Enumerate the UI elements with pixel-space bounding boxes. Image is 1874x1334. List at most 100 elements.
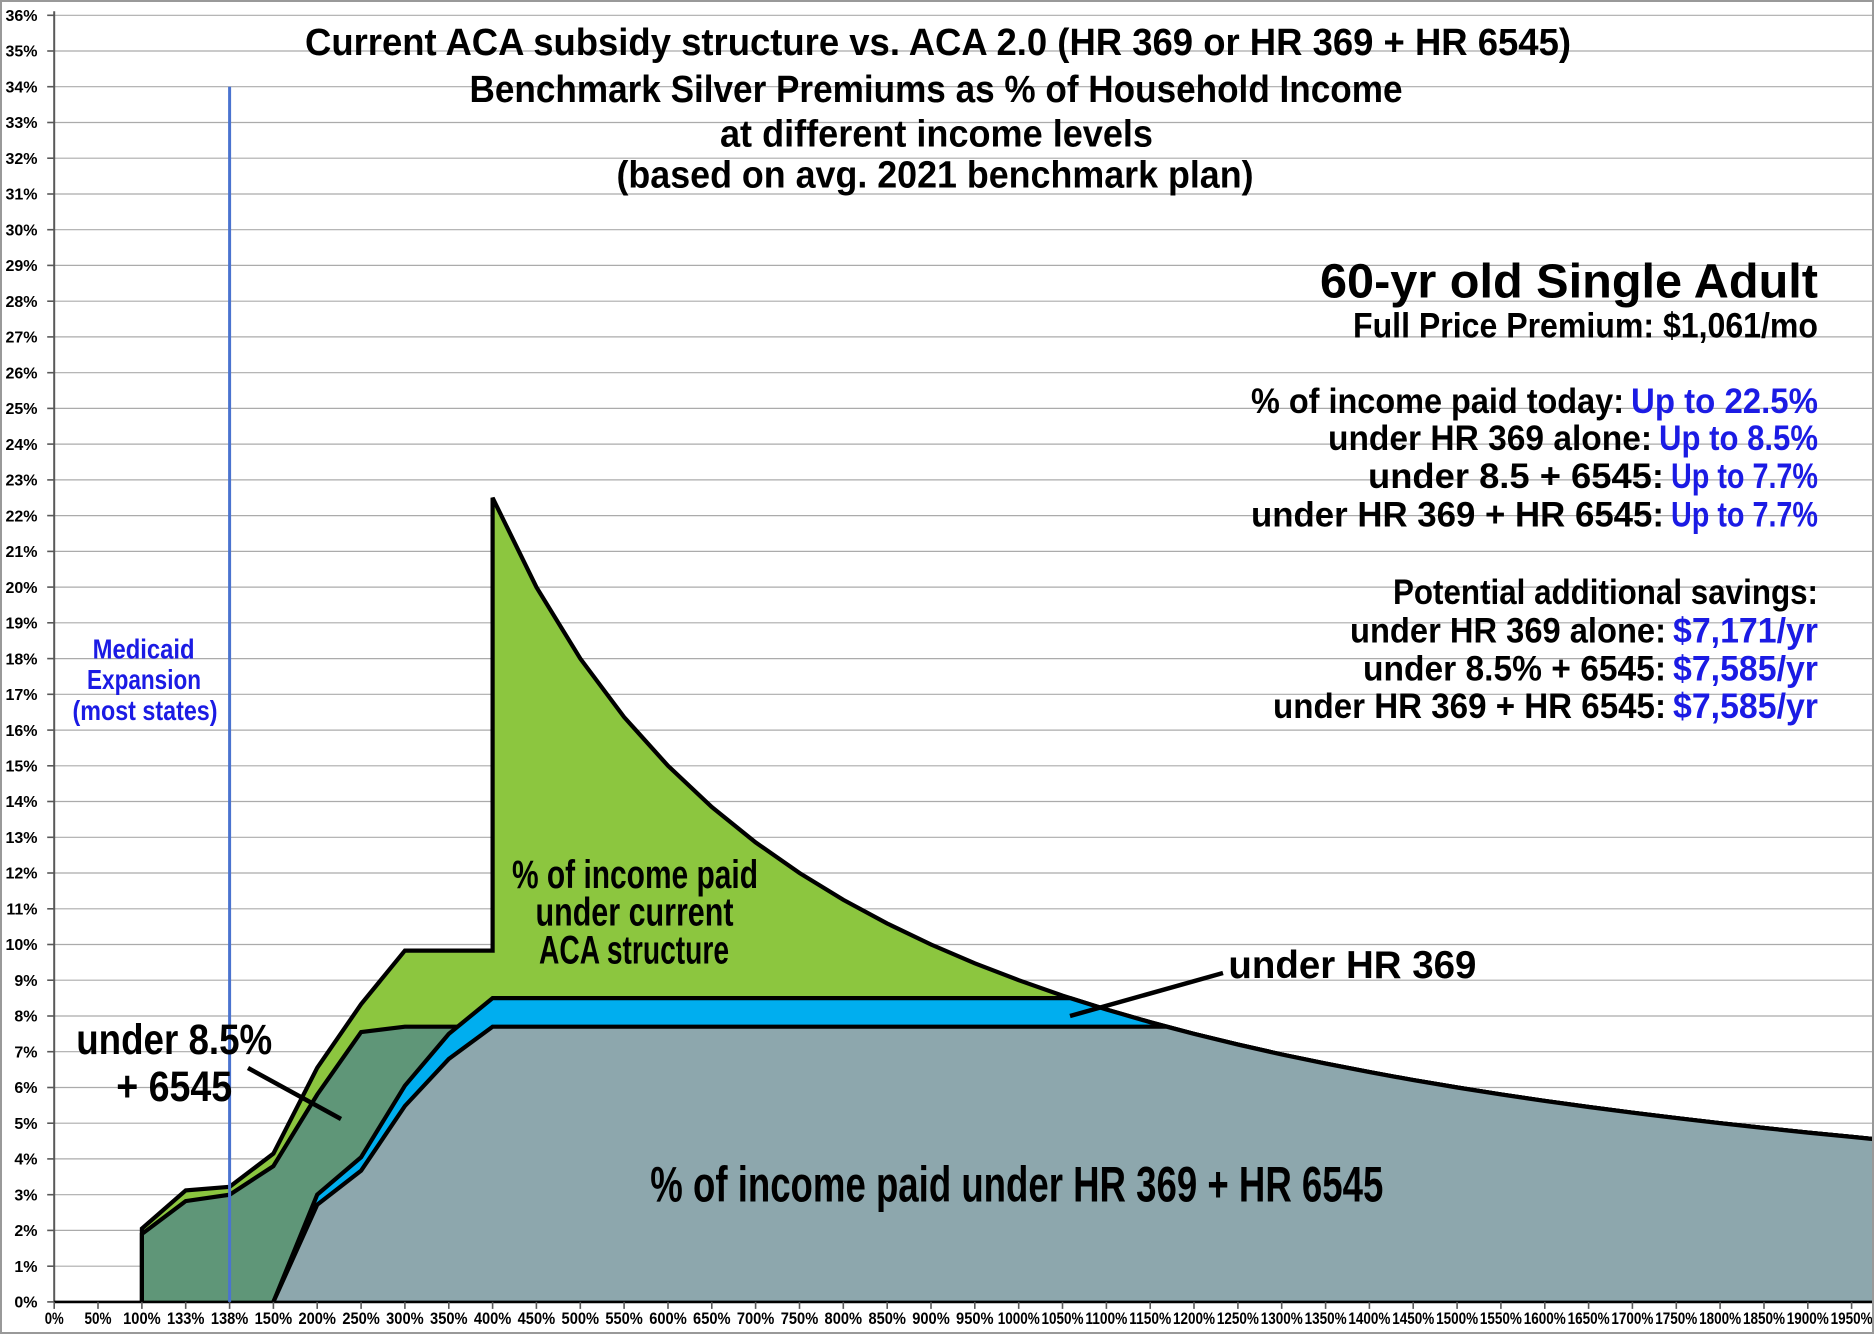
svg-text:10%: 10%	[5, 937, 37, 954]
svg-text:under HR 369: under HR 369	[1228, 944, 1476, 987]
svg-text:13%: 13%	[5, 830, 37, 847]
svg-text:1400%: 1400%	[1348, 1310, 1390, 1328]
svg-text:8%: 8%	[14, 1009, 37, 1026]
svg-text:1550%: 1550%	[1480, 1310, 1522, 1328]
svg-text:11%: 11%	[6, 902, 37, 919]
svg-text:16%: 16%	[5, 723, 37, 740]
svg-text:+ 6545: + 6545	[116, 1063, 232, 1111]
svg-text:12%: 12%	[5, 866, 37, 883]
svg-text:200%: 200%	[298, 1310, 336, 1328]
svg-text:700%: 700%	[737, 1310, 775, 1328]
svg-text:33%: 33%	[5, 115, 37, 132]
svg-text:25%: 25%	[5, 401, 37, 418]
svg-text:14%: 14%	[5, 794, 37, 811]
svg-text:under HR 369 alone:: under HR 369 alone:	[1328, 419, 1652, 458]
svg-text:under 8.5 + 6545:: under 8.5 + 6545:	[1368, 457, 1664, 496]
svg-text:under 8.5%: under 8.5%	[76, 1016, 272, 1064]
svg-text:Expansion: Expansion	[87, 664, 201, 695]
svg-text:600%: 600%	[649, 1310, 687, 1328]
svg-text:Full Price Premium: $1,061/mo: Full Price Premium: $1,061/mo	[1353, 306, 1818, 345]
svg-text:350%: 350%	[430, 1310, 468, 1328]
svg-text:Benchmark Silver Premiums as %: Benchmark Silver Premiums as % of Househ…	[470, 69, 1403, 111]
svg-text:28%: 28%	[5, 294, 37, 311]
svg-text:0%: 0%	[45, 1310, 64, 1328]
svg-text:34%: 34%	[5, 79, 37, 96]
svg-text:4%: 4%	[14, 1152, 37, 1169]
svg-text:133%: 133%	[167, 1310, 205, 1328]
svg-text:17%: 17%	[5, 687, 37, 704]
svg-text:300%: 300%	[386, 1310, 424, 1328]
svg-text:7%: 7%	[14, 1044, 37, 1061]
svg-text:750%: 750%	[781, 1310, 819, 1328]
svg-text:1600%: 1600%	[1524, 1310, 1566, 1328]
svg-text:Current ACA subsidy structure: Current ACA subsidy structure vs. ACA 2.…	[305, 22, 1571, 64]
svg-text:% of income paid under HR 369: % of income paid under HR 369 + HR 6545	[650, 1156, 1383, 1212]
svg-text:ACA structure: ACA structure	[539, 928, 729, 972]
svg-text:1250%: 1250%	[1217, 1310, 1259, 1328]
svg-text:1350%: 1350%	[1305, 1310, 1347, 1328]
svg-text:250%: 250%	[342, 1310, 380, 1328]
svg-text:6%: 6%	[14, 1080, 37, 1097]
svg-text:50%: 50%	[85, 1310, 112, 1328]
svg-text:1700%: 1700%	[1611, 1310, 1653, 1328]
svg-text:3%: 3%	[14, 1187, 37, 1204]
svg-text:60-yr old Single Adult: 60-yr old Single Adult	[1320, 256, 1818, 309]
svg-text:550%: 550%	[605, 1310, 643, 1328]
svg-text:1850%: 1850%	[1743, 1310, 1785, 1328]
svg-text:9%: 9%	[14, 973, 37, 990]
svg-text:950%: 950%	[956, 1310, 994, 1328]
svg-text:29%: 29%	[5, 258, 37, 275]
svg-text:1300%: 1300%	[1261, 1310, 1303, 1328]
svg-text:$7,585/yr: $7,585/yr	[1673, 650, 1818, 689]
svg-text:32%: 32%	[5, 151, 37, 168]
svg-text:$7,585/yr: $7,585/yr	[1673, 687, 1818, 726]
svg-text:26%: 26%	[5, 365, 37, 382]
svg-text:500%: 500%	[562, 1310, 600, 1328]
svg-text:24%: 24%	[5, 437, 37, 454]
svg-text:1200%: 1200%	[1173, 1310, 1215, 1328]
svg-text:$7,171/yr: $7,171/yr	[1673, 612, 1818, 651]
svg-text:800%: 800%	[825, 1310, 863, 1328]
svg-text:Up to 8.5%: Up to 8.5%	[1659, 419, 1818, 458]
svg-text:% of income paid: % of income paid	[512, 853, 758, 897]
svg-text:1650%: 1650%	[1568, 1310, 1610, 1328]
svg-text:31%: 31%	[5, 187, 37, 204]
svg-text:1150%: 1150%	[1129, 1310, 1171, 1328]
svg-text:1100%: 1100%	[1085, 1310, 1127, 1328]
svg-text:under HR 369 + HR 6545:: under HR 369 + HR 6545:	[1273, 687, 1666, 726]
svg-text:Up to 7.7%: Up to 7.7%	[1671, 457, 1818, 496]
svg-text:19%: 19%	[5, 616, 37, 633]
svg-text:Up to 7.7%: Up to 7.7%	[1671, 496, 1818, 535]
svg-text:30%: 30%	[5, 222, 37, 239]
svg-text:2%: 2%	[14, 1223, 37, 1240]
svg-text:35%: 35%	[5, 44, 37, 61]
svg-text:27%: 27%	[5, 330, 37, 347]
svg-text:5%: 5%	[14, 1116, 37, 1133]
svg-text:400%: 400%	[474, 1310, 512, 1328]
svg-text:% of income paid today:: % of income paid today:	[1251, 382, 1624, 421]
svg-text:under current: under current	[536, 891, 734, 935]
svg-text:under 8.5% + 6545:: under 8.5% + 6545:	[1363, 650, 1666, 689]
svg-text:1750%: 1750%	[1655, 1310, 1697, 1328]
svg-text:900%: 900%	[912, 1310, 950, 1328]
svg-text:Potential additional savings:: Potential additional savings:	[1393, 573, 1818, 612]
svg-text:36%: 36%	[5, 8, 37, 25]
svg-text:under HR 369 + HR 6545:: under HR 369 + HR 6545:	[1251, 496, 1664, 535]
svg-text:1450%: 1450%	[1392, 1310, 1434, 1328]
svg-text:1000%: 1000%	[998, 1310, 1040, 1328]
svg-text:at different income levels: at different income levels	[720, 114, 1153, 156]
svg-text:150%: 150%	[255, 1310, 293, 1328]
svg-text:1900%: 1900%	[1787, 1310, 1829, 1328]
svg-text:1050%: 1050%	[1042, 1310, 1084, 1328]
svg-text:100%: 100%	[123, 1310, 161, 1328]
svg-text:0%: 0%	[14, 1295, 37, 1312]
svg-text:20%: 20%	[5, 580, 37, 597]
svg-text:21%: 21%	[5, 544, 37, 561]
svg-text:138%: 138%	[211, 1310, 249, 1328]
svg-text:1%: 1%	[14, 1259, 37, 1276]
svg-text:1500%: 1500%	[1436, 1310, 1478, 1328]
svg-text:1950%: 1950%	[1831, 1310, 1873, 1328]
svg-text:18%: 18%	[5, 651, 37, 668]
svg-text:(most states): (most states)	[73, 695, 218, 726]
svg-text:under HR 369 alone:: under HR 369 alone:	[1350, 612, 1666, 651]
